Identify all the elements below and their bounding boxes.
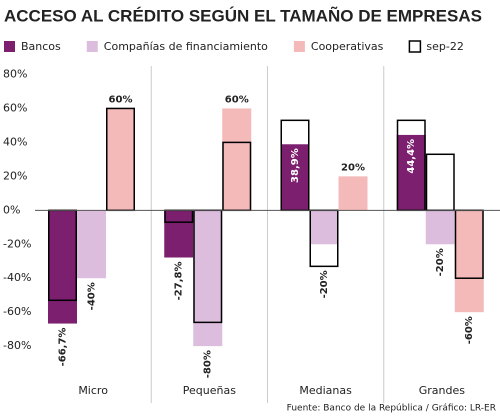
- bar: [454, 210, 484, 313]
- value-label: 44,4%: [406, 139, 417, 174]
- value-label: -20%: [435, 248, 446, 276]
- bar: [309, 210, 339, 245]
- bar: [48, 210, 77, 324]
- bar: [280, 144, 310, 211]
- legend-label: Cooperativas: [311, 40, 384, 53]
- y-tick-label: 40%: [3, 135, 27, 148]
- bar: [425, 210, 455, 245]
- legend-label: sep-22: [426, 40, 463, 53]
- value-label: -66,7%: [58, 328, 69, 367]
- legend-swatch: [4, 41, 15, 52]
- y-tick-label: 80%: [3, 67, 27, 80]
- value-label: -40%: [87, 282, 98, 310]
- legend-swatch: [408, 40, 422, 53]
- bar: [222, 108, 252, 211]
- bar: [106, 108, 135, 211]
- legend-label: Compañías de financiamiento: [104, 40, 268, 53]
- legend-swatch: [293, 41, 305, 52]
- value-label: 38,9%: [290, 148, 301, 183]
- source: Fuente: Banco de la República / Gráfico:…: [287, 404, 496, 414]
- legend-label: Bancos: [21, 40, 61, 53]
- value-label: -80%: [203, 350, 214, 378]
- chart-title: ACCESO AL CRÉDITO SEGÚN EL TAMAÑO DE EMP…: [4, 5, 482, 25]
- y-tick-label: -60%: [3, 305, 31, 318]
- value-label: -27,8%: [174, 262, 185, 301]
- bar: [77, 210, 106, 279]
- y-tick-label: 0%: [3, 203, 20, 216]
- value-label: 20%: [341, 162, 365, 173]
- bar: [338, 176, 368, 211]
- value-label: -60%: [464, 316, 475, 344]
- x-tick-label: Pequeñas: [183, 384, 236, 397]
- x-tick-label: Grandes: [419, 384, 466, 397]
- value-label: -20%: [319, 270, 330, 298]
- sep22-outline: [425, 153, 455, 212]
- y-tick-label: -80%: [3, 339, 31, 352]
- bar: [164, 210, 194, 258]
- y-tick-label: 60%: [3, 101, 27, 114]
- bar: [193, 210, 223, 347]
- bar: [396, 134, 426, 211]
- x-tick-label: Micro: [78, 384, 108, 397]
- legend-swatch: [86, 41, 98, 52]
- value-label: 60%: [109, 94, 133, 105]
- y-tick-label: -20%: [3, 237, 31, 250]
- x-tick-label: Medianas: [299, 384, 352, 397]
- y-tick-label: -40%: [3, 271, 31, 284]
- value-label: 60%: [225, 94, 249, 105]
- y-tick-label: 20%: [3, 169, 27, 182]
